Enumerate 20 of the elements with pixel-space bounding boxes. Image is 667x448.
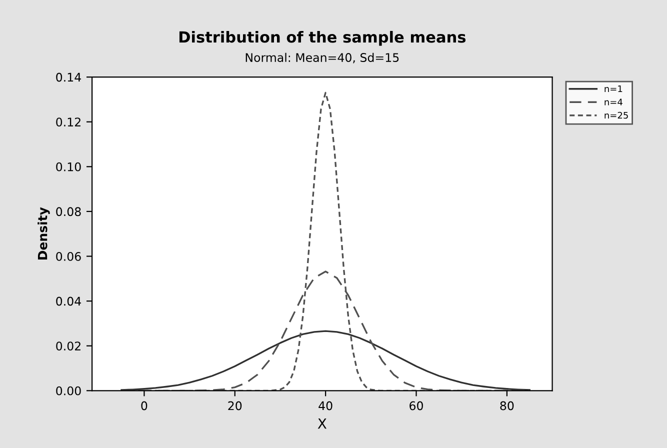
chart-subtitle: Normal: Mean=40, Sd=15 [246, 52, 399, 64]
y-tick-label: 0.06 [56, 252, 81, 261]
y-tick-label: 0.08 [56, 207, 81, 216]
y-tick-label: 0.04 [56, 296, 81, 306]
y-tick-label: 0.12 [56, 118, 80, 127]
x-tick-label: 0 [141, 401, 148, 410]
legend-label: n=1 [604, 85, 622, 92]
x-axis-title: X [318, 418, 326, 429]
y-tick-label: 0.00 [56, 386, 81, 396]
y-tick-label: 0.02 [56, 342, 80, 351]
x-tick-label: 40 [318, 401, 332, 410]
x-tick-label: 80 [500, 401, 514, 410]
chart-title: Distribution of the sample means [179, 30, 466, 46]
y-tick-label: 0.10 [56, 162, 81, 172]
legend-label: n=25 [604, 112, 628, 119]
legend-label: n=4 [604, 98, 622, 106]
y-tick-label: 0.14 [56, 72, 81, 82]
y-axis-title: Density [38, 207, 50, 260]
x-tick-label: 20 [228, 401, 242, 410]
x-tick-label: 60 [410, 401, 423, 410]
